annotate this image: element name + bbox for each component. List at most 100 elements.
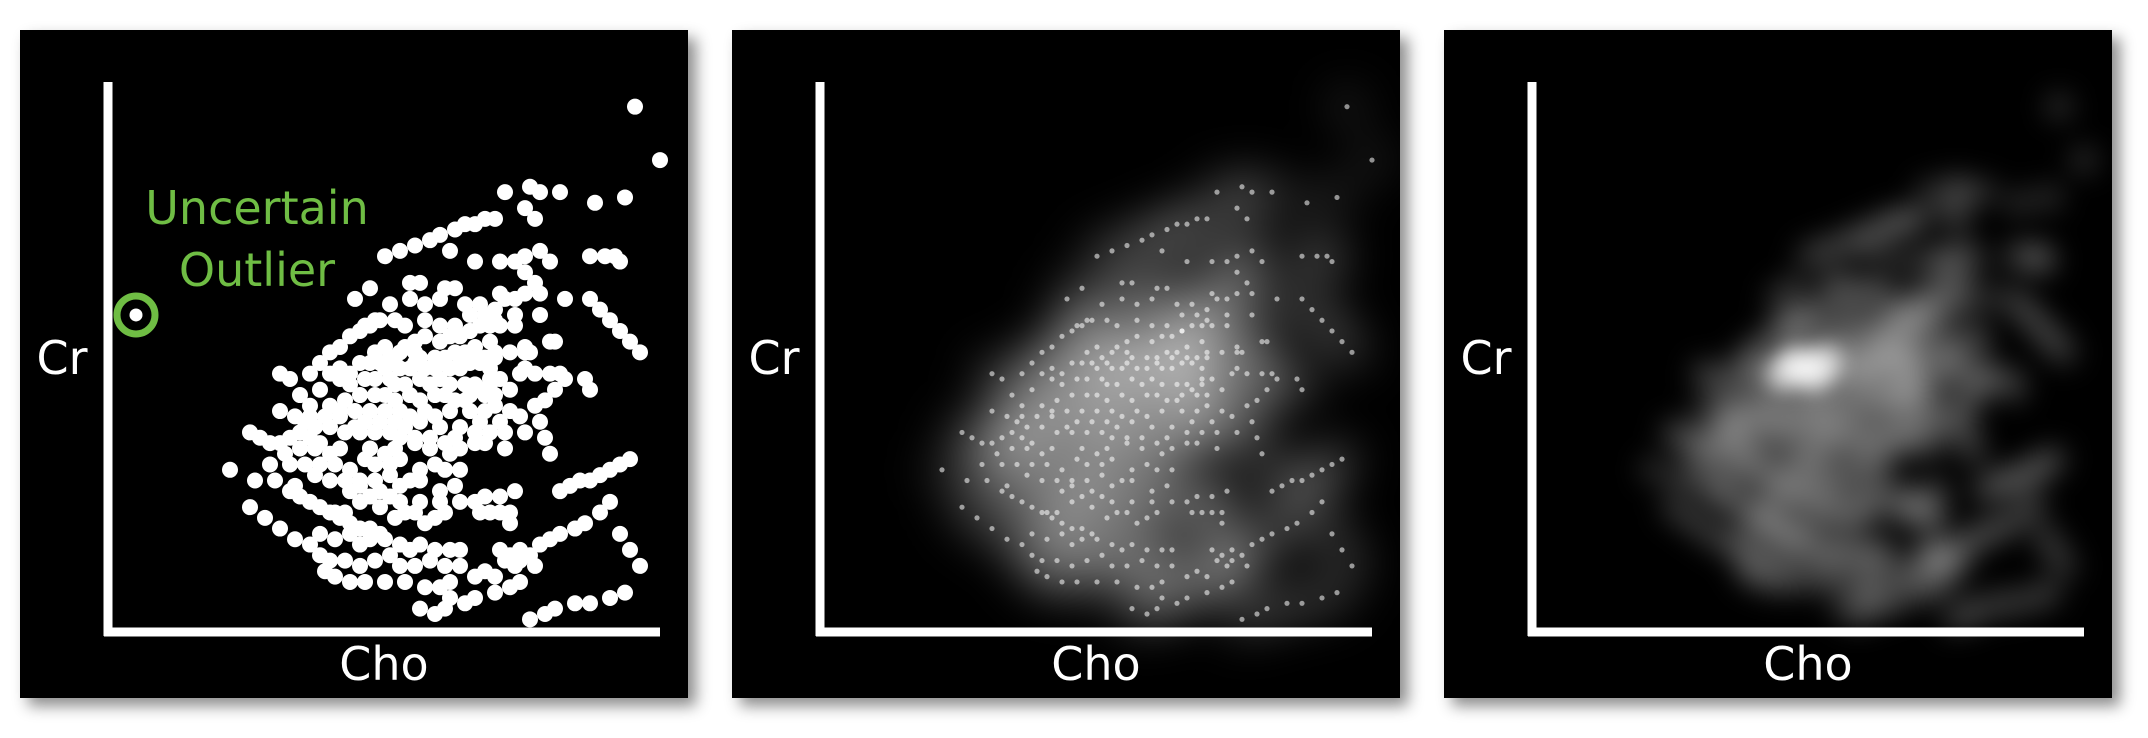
data-point — [547, 381, 563, 398]
faint-point — [1194, 216, 1200, 222]
data-point — [487, 210, 503, 227]
faint-point — [1229, 557, 1235, 564]
faint-point — [1079, 323, 1085, 329]
faint-point — [1024, 472, 1030, 478]
data-point — [347, 290, 363, 307]
faint-point — [1199, 323, 1205, 329]
faint-point — [989, 440, 995, 446]
faint-point — [1129, 477, 1135, 484]
faint-point — [1059, 579, 1065, 585]
faint-point — [1069, 477, 1075, 484]
faint-point — [1164, 226, 1170, 233]
data-point — [352, 477, 368, 494]
faint-point — [1129, 419, 1135, 425]
faint-point — [1249, 541, 1255, 548]
faint-point — [1049, 344, 1055, 350]
data-point — [367, 552, 383, 569]
faint-point — [1059, 520, 1065, 526]
faint-point — [1259, 258, 1265, 265]
faint-point — [1009, 429, 1015, 436]
density-blob — [2033, 576, 2065, 609]
faint-point — [1079, 536, 1085, 542]
faint-point — [979, 440, 985, 446]
faint-point — [1114, 381, 1120, 387]
faint-point — [1279, 483, 1285, 489]
data-point — [487, 568, 503, 585]
faint-point — [1259, 339, 1265, 345]
data-point — [497, 424, 513, 441]
faint-point — [1154, 360, 1160, 366]
data-point — [352, 387, 368, 404]
data-point — [587, 194, 603, 211]
data-point — [452, 541, 468, 558]
faint-point — [1339, 456, 1345, 462]
faint-point — [1319, 595, 1325, 601]
faint-point — [1114, 509, 1120, 516]
data-point — [417, 579, 433, 596]
faint-point — [1219, 552, 1225, 558]
faint-point — [1149, 424, 1155, 430]
faint-point — [1249, 189, 1255, 195]
faint-point — [1154, 285, 1160, 291]
faint-point — [1144, 392, 1150, 398]
faint-point — [1129, 376, 1135, 382]
density-blob — [1973, 282, 2005, 315]
data-point — [447, 477, 463, 494]
faint-point — [1184, 344, 1190, 350]
data-point — [617, 584, 633, 601]
faint-point — [1059, 381, 1065, 387]
faint-point — [1224, 488, 1230, 494]
faint-point — [989, 408, 995, 414]
data-point — [407, 435, 423, 452]
faint-point — [1314, 253, 1320, 259]
faint-point — [1074, 323, 1080, 329]
faint-point — [1024, 424, 1030, 430]
data-point — [467, 253, 483, 270]
x-axis-label: Cho — [1763, 637, 1852, 691]
faint-point — [1114, 344, 1120, 350]
faint-point — [1224, 312, 1230, 318]
faint-point — [1144, 365, 1150, 371]
density-blob — [1778, 272, 1810, 305]
faint-point — [1194, 392, 1200, 398]
faint-point — [1104, 317, 1110, 323]
faint-point — [1094, 344, 1100, 350]
faint-point — [1024, 445, 1030, 452]
faint-point — [1129, 397, 1135, 403]
data-point — [312, 381, 328, 398]
faint-point — [1039, 349, 1045, 355]
faint-points — [939, 104, 1375, 622]
faint-point — [1099, 552, 1105, 558]
faint-point — [1069, 563, 1075, 569]
data-point — [542, 445, 558, 462]
faint-point — [1029, 461, 1035, 468]
faint-point — [1124, 360, 1130, 366]
faint-point — [1184, 355, 1190, 361]
data-point — [557, 290, 573, 307]
faint-point — [1234, 344, 1240, 350]
faint-point — [1169, 365, 1175, 371]
faint-point — [1234, 269, 1240, 275]
faint-point — [1084, 392, 1090, 398]
faint-point — [1039, 509, 1045, 516]
faint-point — [1139, 237, 1145, 243]
density-blob — [2028, 245, 2060, 278]
faint-point — [1079, 525, 1085, 532]
data-point — [272, 520, 288, 537]
data-point — [372, 499, 388, 516]
faint-point — [1059, 467, 1065, 473]
faint-point — [1194, 568, 1200, 574]
data-point — [367, 371, 383, 388]
faint-point — [1194, 440, 1200, 446]
faint-point — [1194, 493, 1200, 500]
faint-point — [1329, 328, 1335, 334]
density-blob — [1923, 309, 1955, 342]
faint-point — [964, 477, 970, 484]
data-point — [377, 248, 393, 265]
faint-point — [1219, 509, 1225, 516]
data-point — [407, 237, 423, 254]
data-point — [517, 264, 533, 281]
faint-point — [1099, 472, 1105, 478]
data-point — [432, 226, 448, 243]
faint-point — [1169, 547, 1175, 553]
